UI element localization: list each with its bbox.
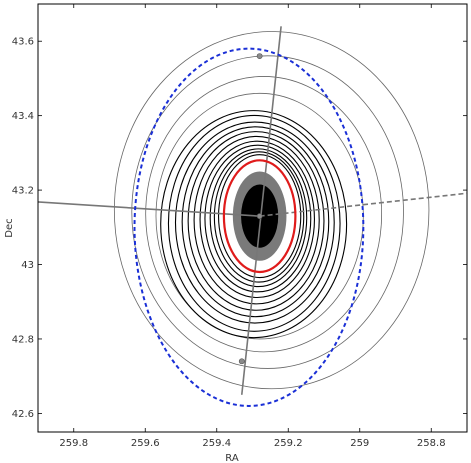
marker-south [238,358,245,365]
x-tick-label: 259.4 [202,438,231,449]
contour-line [209,148,308,288]
contour-line [181,126,330,318]
plot-frame [37,3,468,433]
outer-contour [131,55,404,369]
y-tick-label: 42.6 [12,409,34,420]
contour-line [204,144,312,293]
contour-line [187,131,325,311]
marker-layer [238,53,263,365]
inner-solid-ellipse [222,159,297,274]
outer-dashed-ellipse [133,47,365,407]
x-tick-label: 258.8 [417,438,446,449]
contour-line [217,154,302,279]
major-axis-line [240,26,282,395]
x-tick-label: 259.6 [131,438,160,449]
x-tick-label: 259 [350,438,369,449]
contour-line [160,110,348,339]
y-tick-label: 42.8 [12,334,34,345]
contour-layer [160,110,348,339]
x-tick-label: 259.2 [274,438,303,449]
y-axis-label: Dec [4,218,15,237]
minor-axis-left-line [38,201,260,217]
contour-line [213,151,305,283]
outer-contour [145,76,383,353]
y-tick-label: 43.6 [12,37,34,48]
y-tick-label: 43.4 [12,111,34,122]
x-axis-label: RA [225,453,239,463]
outer-contour [113,31,430,390]
x-tick-label: 259.8 [59,438,88,449]
ellipse-layer [133,47,365,407]
contour-line [193,135,320,305]
contour-line [174,121,335,324]
y-axis-ticks: 43.6 43.4 43.2 43 42.8 42.6 [12,37,467,420]
contour-line [199,140,316,299]
outer-contour-layer [113,31,430,390]
marker-center [256,213,263,220]
y-tick-label: 43.2 [12,186,34,197]
y-tick-label: 43 [21,260,34,271]
x-axis-ticks: 259.8 259.6 259.4 259.2 259 258.8 [59,4,446,449]
marker-north [256,53,263,60]
axes-line-layer [38,26,467,395]
contour-line [167,114,341,332]
